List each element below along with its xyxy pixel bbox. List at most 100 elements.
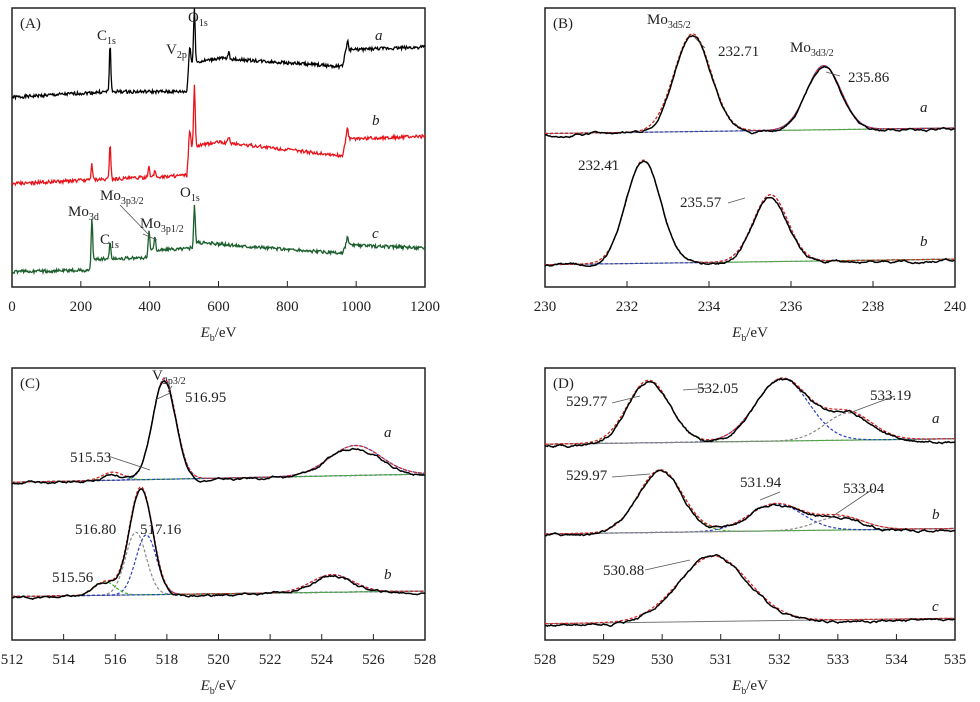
fit-component-c-530.88 [545,555,956,625]
curve-label-b: b [372,113,380,129]
x-tick-label: 516 [104,652,127,668]
leader-line [142,233,158,241]
peak-annotation: C1s [97,28,116,47]
panel-d: 528 529 530 531 532 533 534 535 Eb/eV (D) a b c 529.7… [534,367,966,697]
panel-b: 230 232 234 236 238 240 Eb/eV (B) a b Mo3d5/2 232.7… [534,7,967,344]
peak-annotation: Mo3d5/2 [647,12,691,31]
x-tick-label: 0 [8,299,16,315]
curve-label-a: a [932,411,940,427]
x-tick-label: 518 [156,652,179,668]
peak-annotation: 232.71 [718,44,759,60]
x-tick-label: 512 [1,652,24,668]
x-tick-label: 200 [70,299,93,315]
leader-line [682,387,711,391]
x-tick-label: 532 [768,652,791,668]
peak-annotation: Mo3d3/2 [790,40,834,59]
x-tick-label: 240 [944,299,967,315]
peak-annotation: V2p [166,42,187,61]
fit-envelope-b [545,159,955,266]
peak-annotation: Mo3d [68,204,99,223]
x-axis-label: Eb/eV [731,325,768,344]
peak-annotation: 235.86 [848,70,890,86]
x-tick-label: 520 [207,652,230,668]
x-tick-label: 800 [276,299,299,315]
spectrum-c [11,204,426,276]
fit-component-b-232.4 [545,159,955,266]
x-tick-label: 530 [651,652,674,668]
x-tick-label: 528 [534,652,557,668]
spectrum-a [11,8,426,101]
spectrum-b [11,487,426,601]
leader-line [829,488,874,519]
leader-line [759,491,781,501]
peak-annotation: 517.16 [140,522,182,538]
plot-frame [544,367,956,641]
spectrum-b [11,84,426,187]
fit-envelope-b [545,469,955,535]
fit-component-a-515.9 [12,471,425,483]
x-tick-label: 1000 [341,299,371,315]
panel-label: (C) [20,376,40,392]
fit-envelope-b [12,486,426,598]
peak-annotation: 532.05 [697,381,738,397]
peak-annotation: 531.94 [740,475,782,491]
panel-a: 0 200 400 600 800 1000 1200Eb/eV(A)abcC1sO1sV2… [8,7,440,344]
leader-line [644,559,691,571]
panel-label: (D) [553,376,574,392]
x-tick-label: 524 [311,652,334,668]
leader-line [119,204,151,237]
spectrum-a [544,377,956,449]
curve-label-a: a [384,425,392,441]
peak-annotation: 516.95 [185,390,226,406]
peak-annotation: 235.57 [680,195,722,211]
x-tick-label: 400 [138,299,161,315]
x-tick-label: 600 [207,299,230,315]
peak-annotation: 533.04 [843,481,885,497]
x-tick-label: 534 [885,652,908,668]
leader-line [851,395,896,413]
x-tick-label: 234 [698,299,721,315]
plot-frame [11,367,426,641]
x-tick-label: 531 [709,652,732,668]
fit-envelope-a [545,33,955,135]
x-axis-label: Eb/eV [200,325,237,344]
fit-component-a-236.8 [545,64,955,135]
peak-annotation: 533.19 [870,388,911,404]
x-tick-label: 230 [534,299,557,315]
spectrum-a [11,379,426,485]
curve-label-c: c [372,226,379,242]
leader-line [727,197,746,204]
curve-label-b: b [384,567,392,583]
x-tick-label: 232 [616,299,639,315]
peak-annotation: 516.80 [75,522,116,538]
fit-component-a-533.19 [544,412,955,445]
plot-frame [544,7,956,288]
peak-annotation: O1s [188,10,208,29]
leader-line [611,395,641,404]
peak-annotation: 515.56 [52,570,94,586]
curve-label-a: a [920,100,928,116]
peak-annotation: 515.53 [70,450,111,466]
x-tick-label: 533 [827,652,850,668]
fit-component-b-533.04 [545,515,955,535]
peak-annotation: C1s [100,232,119,251]
panel-label: (B) [553,16,573,32]
peak-annotation: 529.97 [566,468,608,484]
leader-line [694,37,706,49]
panel-c: 512 514 516 518 520 522 524 526 528 Eb/eV (C) a b V2p… [1,367,436,697]
panel-label: (A) [20,16,41,32]
x-tick-label: 238 [862,299,885,315]
leader-line [611,473,651,478]
fit-component-a-529.77 [544,379,955,445]
leader-line [167,385,173,393]
peak-annotation: 232.41 [578,158,619,174]
leader-line [107,455,151,471]
curve-label-b: b [932,507,940,523]
leader-line [607,159,616,167]
spectrum-b [544,160,955,268]
peak-annotation: Mo3p3/2 [100,188,144,207]
curve-label-b: b [920,234,928,250]
x-tick-label: 526 [362,652,385,668]
x-tick-label: 236 [780,299,803,315]
